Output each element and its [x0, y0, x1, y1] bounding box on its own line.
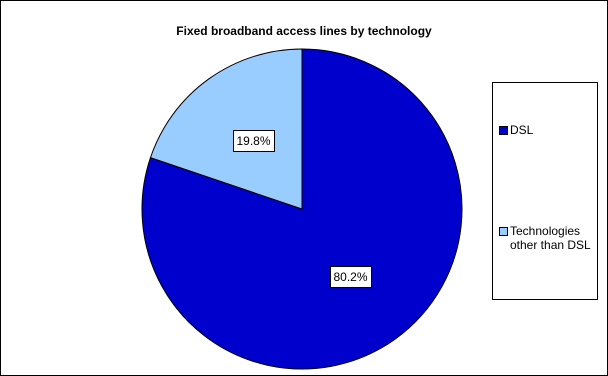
- legend-item-other: Technologies other than DSL: [499, 224, 598, 252]
- legend-label-dsl: DSL: [510, 123, 534, 137]
- legend-swatch-dsl: [499, 126, 508, 135]
- legend-label-other: Technologies other than DSL: [510, 224, 591, 252]
- legend: DSL Technologies other than DSL: [492, 82, 598, 300]
- data-label-other: 19.8%: [232, 130, 275, 153]
- legend-swatch-other: [499, 227, 508, 236]
- data-label-dsl: 80.2%: [329, 265, 372, 288]
- pie-slice-other: [149, 48, 303, 210]
- chart-title: Fixed broadband access lines by technolo…: [176, 24, 432, 38]
- legend-item-dsl: DSL: [499, 123, 598, 137]
